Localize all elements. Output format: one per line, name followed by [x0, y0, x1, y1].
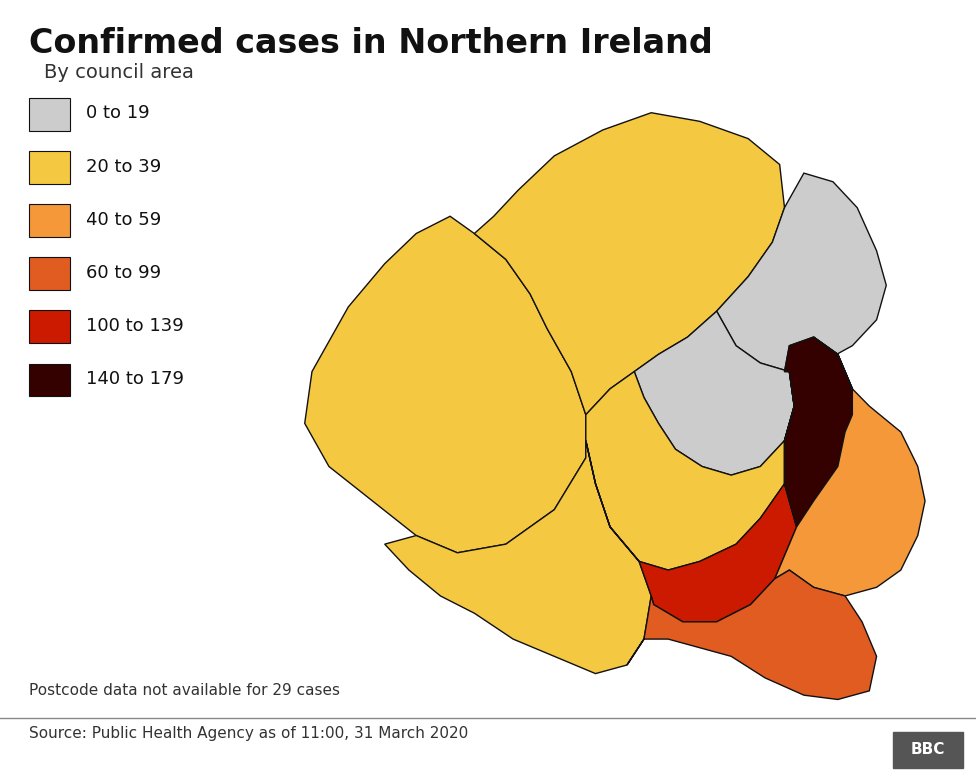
Text: By council area: By council area — [44, 63, 194, 81]
Bar — [893, 732, 963, 768]
Text: Confirmed cases in Northern Ireland: Confirmed cases in Northern Ireland — [29, 27, 713, 60]
Bar — [29, 98, 70, 131]
Polygon shape — [627, 570, 876, 699]
Polygon shape — [586, 371, 794, 570]
Text: BBC: BBC — [911, 742, 946, 758]
Polygon shape — [716, 173, 886, 371]
Bar — [29, 364, 70, 396]
Text: Source: Public Health Agency as of 11:00, 31 March 2020: Source: Public Health Agency as of 11:00… — [29, 726, 468, 741]
Polygon shape — [474, 113, 785, 414]
Text: 140 to 179: 140 to 179 — [86, 370, 183, 389]
Polygon shape — [305, 217, 586, 553]
Text: 20 to 39: 20 to 39 — [86, 157, 161, 176]
Bar — [29, 151, 70, 184]
Bar — [29, 310, 70, 343]
Text: 40 to 59: 40 to 59 — [86, 210, 161, 229]
Polygon shape — [785, 337, 852, 527]
Text: 60 to 99: 60 to 99 — [86, 264, 161, 282]
Polygon shape — [634, 311, 794, 475]
Polygon shape — [775, 337, 925, 596]
Polygon shape — [785, 337, 852, 527]
Bar — [29, 257, 70, 290]
Text: 100 to 139: 100 to 139 — [86, 317, 183, 335]
Polygon shape — [586, 440, 796, 622]
Bar — [29, 204, 70, 237]
Text: 0 to 19: 0 to 19 — [86, 104, 149, 123]
Text: Postcode data not available for 29 cases: Postcode data not available for 29 cases — [29, 683, 341, 698]
Polygon shape — [385, 440, 651, 673]
